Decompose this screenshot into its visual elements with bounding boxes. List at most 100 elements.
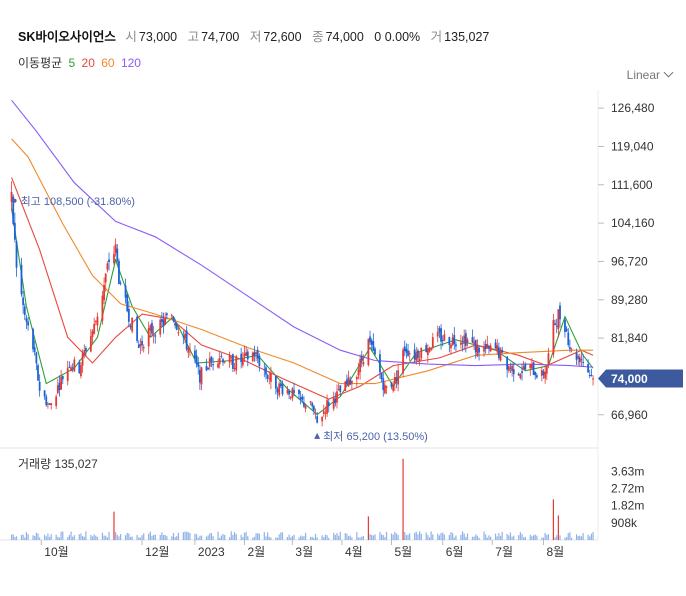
candle-body	[529, 364, 532, 369]
x-tick-label: 4월	[345, 545, 363, 559]
candle-body	[339, 385, 342, 393]
candle-body	[279, 383, 282, 387]
candle-body	[198, 369, 201, 383]
candle-body	[174, 323, 177, 326]
low-annotation: 최저 65,200 (13.50%)	[323, 430, 428, 443]
volume-bar	[230, 531, 232, 540]
volume-bar	[529, 534, 531, 540]
volume-bar	[286, 536, 289, 540]
candle-body	[80, 365, 82, 377]
candle-body	[428, 348, 431, 352]
moving-average-legend[interactable]: 이동평균 5 20 60 120	[18, 54, 144, 71]
volume-bar	[557, 515, 559, 540]
candle-body	[509, 367, 512, 369]
volume-bar	[465, 536, 467, 540]
candle-body	[417, 350, 419, 359]
volume-bar	[195, 534, 198, 540]
volume-bar	[240, 534, 242, 540]
volume-bar	[58, 537, 61, 540]
candle-body	[93, 324, 96, 334]
volume-bar	[199, 535, 201, 540]
candle-body	[316, 416, 319, 423]
candle-body	[557, 309, 560, 330]
volume-bar	[448, 534, 450, 540]
volume-bar	[564, 537, 566, 540]
volume-bar	[321, 535, 323, 540]
volume-bar	[194, 533, 196, 540]
candle-body	[83, 350, 86, 355]
volume-bar	[326, 535, 328, 540]
volume-bar	[280, 532, 282, 540]
volume-bar	[39, 537, 41, 540]
x-tick-label: 8월	[546, 545, 564, 559]
volume-bar	[380, 534, 383, 540]
volume-bar	[24, 537, 26, 540]
volume-bar	[309, 537, 312, 540]
candle-body	[311, 402, 314, 407]
candle-body	[359, 359, 362, 372]
candle-body	[177, 332, 180, 334]
candle-body	[152, 333, 155, 336]
change-value: 0 0.00%	[374, 30, 421, 44]
candle-body	[159, 319, 162, 335]
volume-bar	[440, 532, 442, 540]
volume-bar	[197, 537, 199, 540]
volume-bar	[589, 536, 591, 540]
candle-body	[131, 317, 134, 332]
candle-body	[291, 388, 294, 398]
volume-bar	[379, 531, 381, 540]
volume-bar	[347, 536, 350, 540]
volume-bar	[425, 532, 427, 540]
volume-bar	[95, 535, 97, 540]
candle-body	[555, 325, 558, 327]
volume-bar	[519, 531, 521, 540]
volume-bar	[592, 532, 594, 540]
candle-body	[194, 350, 196, 359]
candle-body	[299, 397, 302, 400]
volume-bar	[235, 534, 237, 540]
volume-bar	[414, 532, 416, 540]
high-label: 고	[187, 30, 200, 44]
candle-body	[496, 345, 499, 351]
candle-body	[48, 403, 51, 405]
candle-body	[37, 365, 39, 381]
candle-body	[70, 367, 72, 371]
volume-bar	[32, 535, 34, 540]
volume-bar	[128, 533, 130, 540]
candle-body	[461, 342, 464, 344]
volume-title: 거래량 135,027	[18, 457, 98, 471]
volume-bar	[569, 532, 571, 540]
candle-body	[350, 380, 353, 384]
candle-body	[255, 352, 257, 355]
volume-bar	[219, 537, 221, 540]
candle-body	[68, 366, 71, 368]
candle-body	[160, 319, 163, 323]
volume-bar	[579, 535, 581, 540]
volume-bar	[212, 536, 214, 540]
volume-bar	[466, 533, 469, 540]
volume-bar	[113, 511, 115, 540]
volume-bar	[62, 531, 64, 540]
candle-body	[232, 354, 234, 369]
price-tick-label: 111,600	[611, 178, 653, 192]
candle-body	[403, 346, 406, 351]
candle-body	[397, 370, 400, 385]
volume-bar	[126, 532, 128, 540]
volume-bar	[523, 537, 525, 540]
volume-tick-label: 1.82m	[611, 499, 644, 513]
scale-dropdown[interactable]: Linear	[627, 67, 674, 82]
volume-bar	[397, 534, 399, 540]
candle-body	[507, 366, 510, 371]
candle-body	[170, 315, 173, 317]
volume-bar	[506, 533, 508, 540]
volume-tick-label: 908k	[611, 516, 638, 530]
candle-body	[276, 388, 279, 393]
price-tick-label: 96,720	[611, 254, 648, 268]
candle-body	[392, 386, 395, 391]
candle-body	[245, 352, 248, 356]
candle-body	[230, 356, 233, 358]
volume-bar	[253, 536, 255, 540]
volume-bar	[68, 534, 70, 540]
candle-body	[114, 244, 117, 254]
